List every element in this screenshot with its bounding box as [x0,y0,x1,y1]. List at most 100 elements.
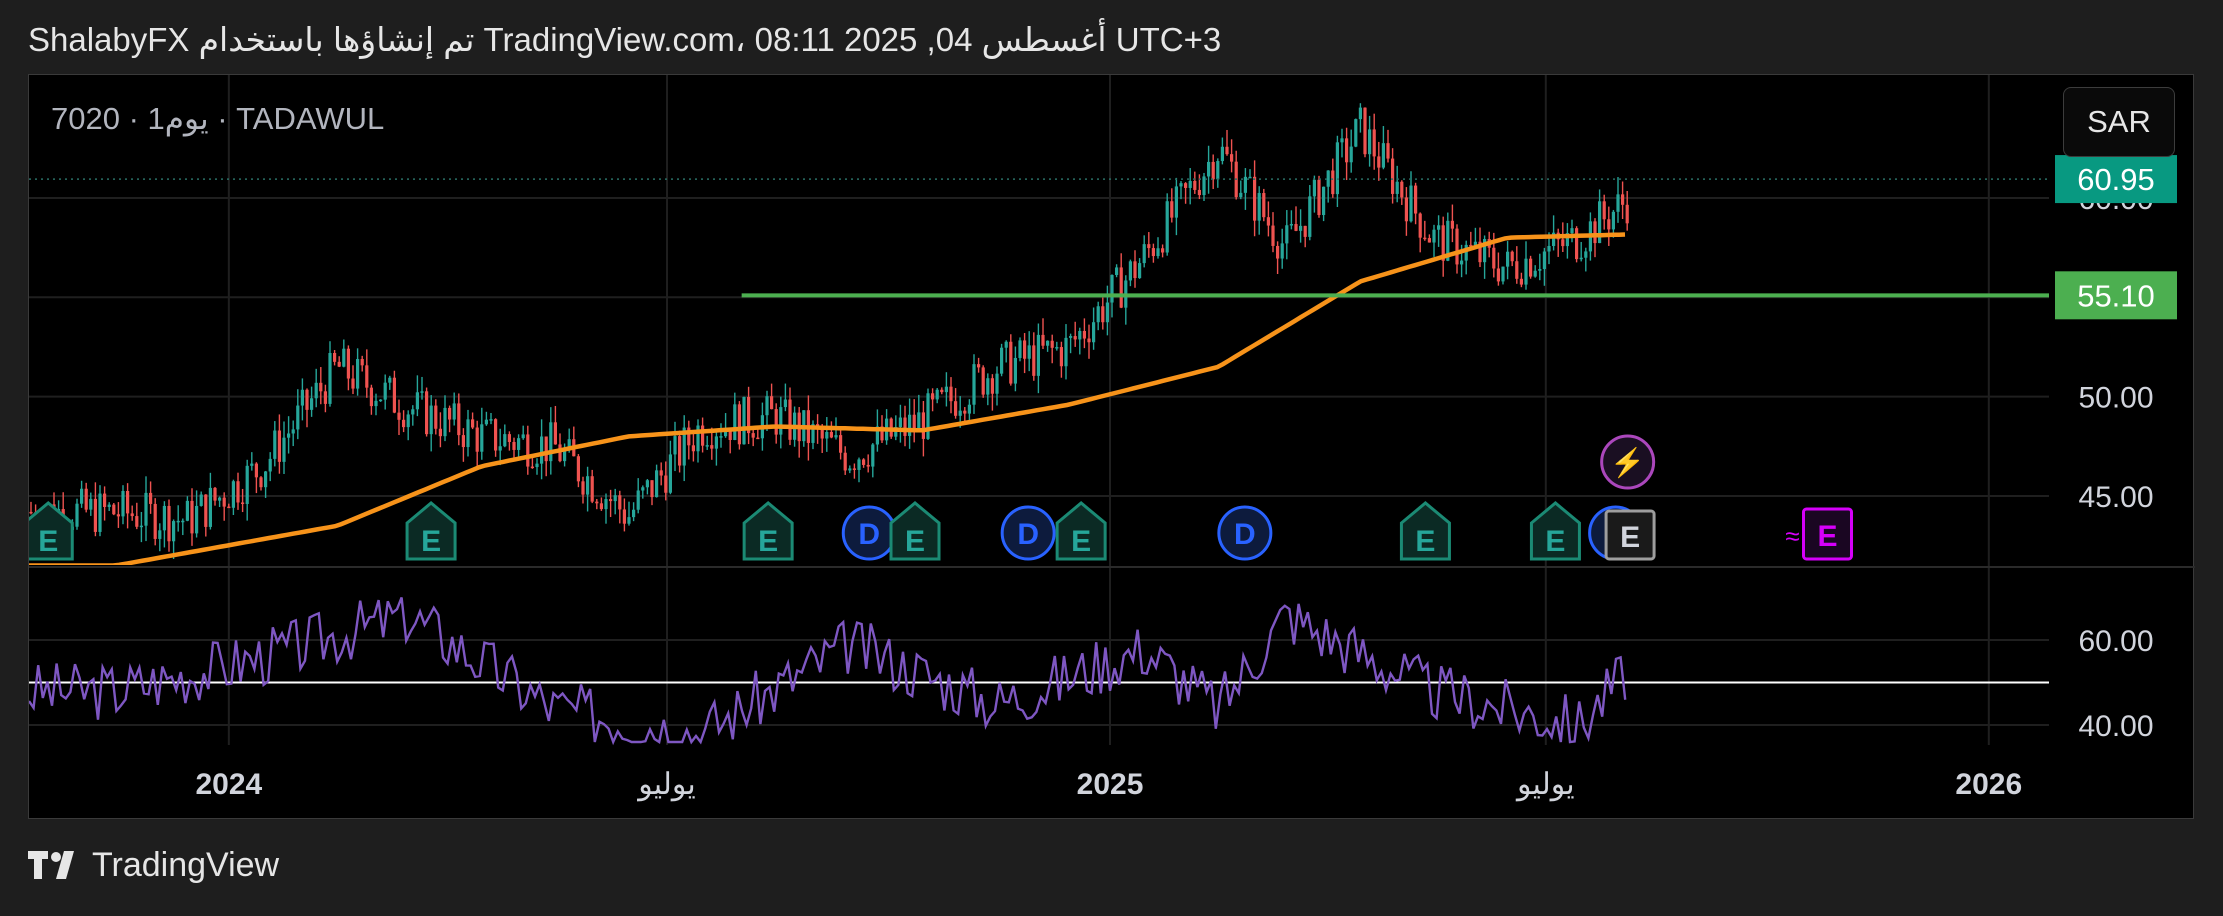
earnings-box [1604,509,1656,561]
earnings-letter: E [1415,525,1435,558]
earnings-letter: E [38,525,58,558]
candle-body [1285,225,1289,244]
candle-body [498,446,502,451]
candle-body [512,441,516,450]
event-markers[interactable]: DDDDEEEEEEEEE≈⚡ [29,434,1853,561]
earnings-shape [1055,501,1107,561]
candle-body [176,520,180,523]
candle-body [958,410,962,416]
candle-body [549,422,553,462]
earnings-marker[interactable]: E [29,501,74,561]
x-tick-label: 2026 [1955,768,2022,801]
dividend-marker[interactable]: D [1217,505,1273,561]
chart-svg[interactable]: DDDDEEEEEEEEE≈⚡ 45.0050.0060.0060.0040.0… [29,75,2195,820]
candle-body [360,359,364,366]
earnings-shape [29,501,74,561]
currency-button[interactable]: SAR [2063,87,2175,157]
earnings-marker[interactable]: E [742,501,794,561]
earnings-marker[interactable]: E [1055,501,1107,561]
candle-body [406,414,410,428]
earnings-shape [1399,501,1451,561]
earnings-marker[interactable]: E [1399,501,1451,561]
candle-body [1395,181,1399,194]
candle-body [862,459,866,465]
candle-body [530,466,534,469]
chart-frame[interactable]: DDDDEEEEEEEEE≈⚡ 45.0050.0060.0060.0040.0… [28,74,2195,820]
candle-body [852,468,856,470]
x-tick-label: 2025 [1077,768,1144,801]
candle-body [632,509,636,518]
candle-body [1432,229,1436,243]
candle-body [1616,194,1620,212]
dividend-circle [1000,505,1056,561]
candle-body [1271,225,1275,246]
candle-body [687,427,691,446]
dividend-marker[interactable]: D [1000,505,1056,561]
candle-body [664,475,668,493]
candle-body [1446,220,1450,261]
candle-body [107,504,111,507]
candle-body [678,436,682,466]
candle-body [1496,268,1500,282]
candle-body [1538,269,1542,271]
earnings-marker[interactable]: E [1529,501,1581,561]
candle-body [1133,261,1137,279]
candle-body [314,382,318,399]
candle-body [356,359,360,389]
future-earnings-marker[interactable]: E≈ [1785,507,1853,561]
candle-body [305,389,309,410]
candle-body [811,424,815,443]
candle-body [116,514,120,517]
candle-body [1216,161,1220,180]
candle-body [595,501,599,504]
rsi-tick-label: 40.00 [2078,710,2153,743]
candle-body [443,407,447,437]
candle-body [342,348,346,367]
candle-body [1561,239,1565,247]
candle-body [1055,347,1059,349]
candle-body [273,430,277,459]
candle-body [1096,306,1100,323]
candle-body [857,459,861,470]
earnings-letter: E [905,525,925,558]
candle-body [1156,248,1160,257]
candle-body [144,492,148,526]
candle-body [457,403,461,436]
candle-body [540,436,544,464]
candle-body [903,417,907,436]
candle-body [682,427,686,466]
candle-body [319,382,323,392]
candle-body [1552,232,1556,247]
candle-body [1174,186,1178,218]
earnings-marker[interactable]: E [405,501,457,561]
candle-body [1170,201,1174,218]
candle-body [871,444,875,467]
candle-body [153,503,157,539]
candle-body [135,516,139,527]
approx-icon: ≈ [1785,521,1799,551]
candle-body [1547,246,1551,252]
candle-body [1101,306,1105,323]
dividend-circle [1217,505,1273,561]
candle-body [1087,338,1091,343]
earnings-marker[interactable]: E [889,501,941,561]
candle-body [80,488,84,504]
dividend-marker[interactable]: D [841,505,897,561]
candle-body [641,487,645,491]
candle-body [1542,251,1546,270]
earnings-marker-current[interactable]: E [1604,509,1656,561]
candle-body [921,412,925,439]
candle-body [241,502,245,504]
x-tick-label: 2024 [195,768,262,801]
candle-body [162,505,166,531]
candle-body [1179,183,1183,187]
earnings-letter: E [1620,521,1640,554]
candle-body [1138,263,1142,279]
candle-body [526,434,530,467]
candle-body [310,398,314,410]
dividend-letter: D [1234,518,1256,551]
candle-body [728,428,732,440]
lightning-marker[interactable]: ⚡ [1600,434,1656,490]
candle-body [1147,244,1151,249]
candle-body [1478,241,1482,263]
